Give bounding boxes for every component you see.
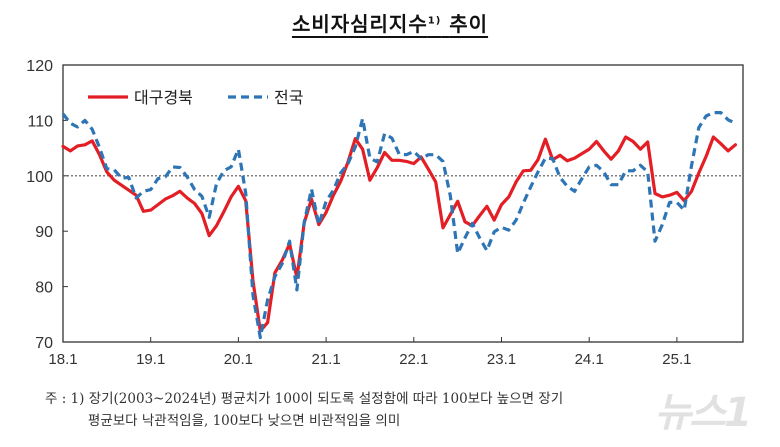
x-tick-label: 22.1 <box>399 351 428 368</box>
chart-axes: 70 80 90 100 110 120 18.1 19.1 20.1 21.1 22.1 23.1 2… <box>26 58 744 368</box>
series-line-national <box>61 110 737 340</box>
series-line-daegu-gyeongbuk <box>61 135 738 333</box>
title-footnote-mark: 1) <box>427 15 442 27</box>
chart-title-suffix: 추이 <box>449 12 489 36</box>
legend-label: 대구경북 <box>134 88 193 107</box>
x-tick-label: 24.1 <box>575 351 604 368</box>
chart-title-text: 소비자심리지수 <box>291 12 428 36</box>
y-tick-label: 120 <box>26 58 53 75</box>
y-tick-label: 80 <box>35 280 53 297</box>
legend-label: 전국 <box>274 88 303 107</box>
x-tick-label: 20.1 <box>224 351 253 368</box>
y-tick-label: 110 <box>27 113 53 130</box>
x-tick-label: 19.1 <box>136 351 165 368</box>
y-tick-label: 100 <box>26 169 53 186</box>
y-tick-label: 90 <box>35 224 53 241</box>
watermark-logo: 뉴스1 <box>654 390 752 436</box>
footnote-line-1: 주 : 1) 장기(2003~2024년) 평균치가 100이 되도록 설정함에… <box>45 391 564 407</box>
footnote-line-2: 평균보다 낙관적임을, 100보다 낮으면 비관적임을 의미 <box>45 413 401 429</box>
plot-frame <box>62 64 744 343</box>
x-tick-label: 21.1 <box>311 351 340 368</box>
chart-series <box>61 110 738 340</box>
x-tick-label: 23.1 <box>487 351 516 368</box>
y-tick-label: 70 <box>35 335 53 352</box>
x-tick-label: 18.1 <box>48 351 77 368</box>
chart-title: 소비자심리지수1) 추이 <box>0 8 780 37</box>
chart-legend: 대구경북 전국 <box>88 88 303 107</box>
x-tick-label: 25.1 <box>662 351 691 368</box>
footnote: 주 : 1) 장기(2003~2024년) 평균치가 100이 되도록 설정함에… <box>45 388 563 432</box>
